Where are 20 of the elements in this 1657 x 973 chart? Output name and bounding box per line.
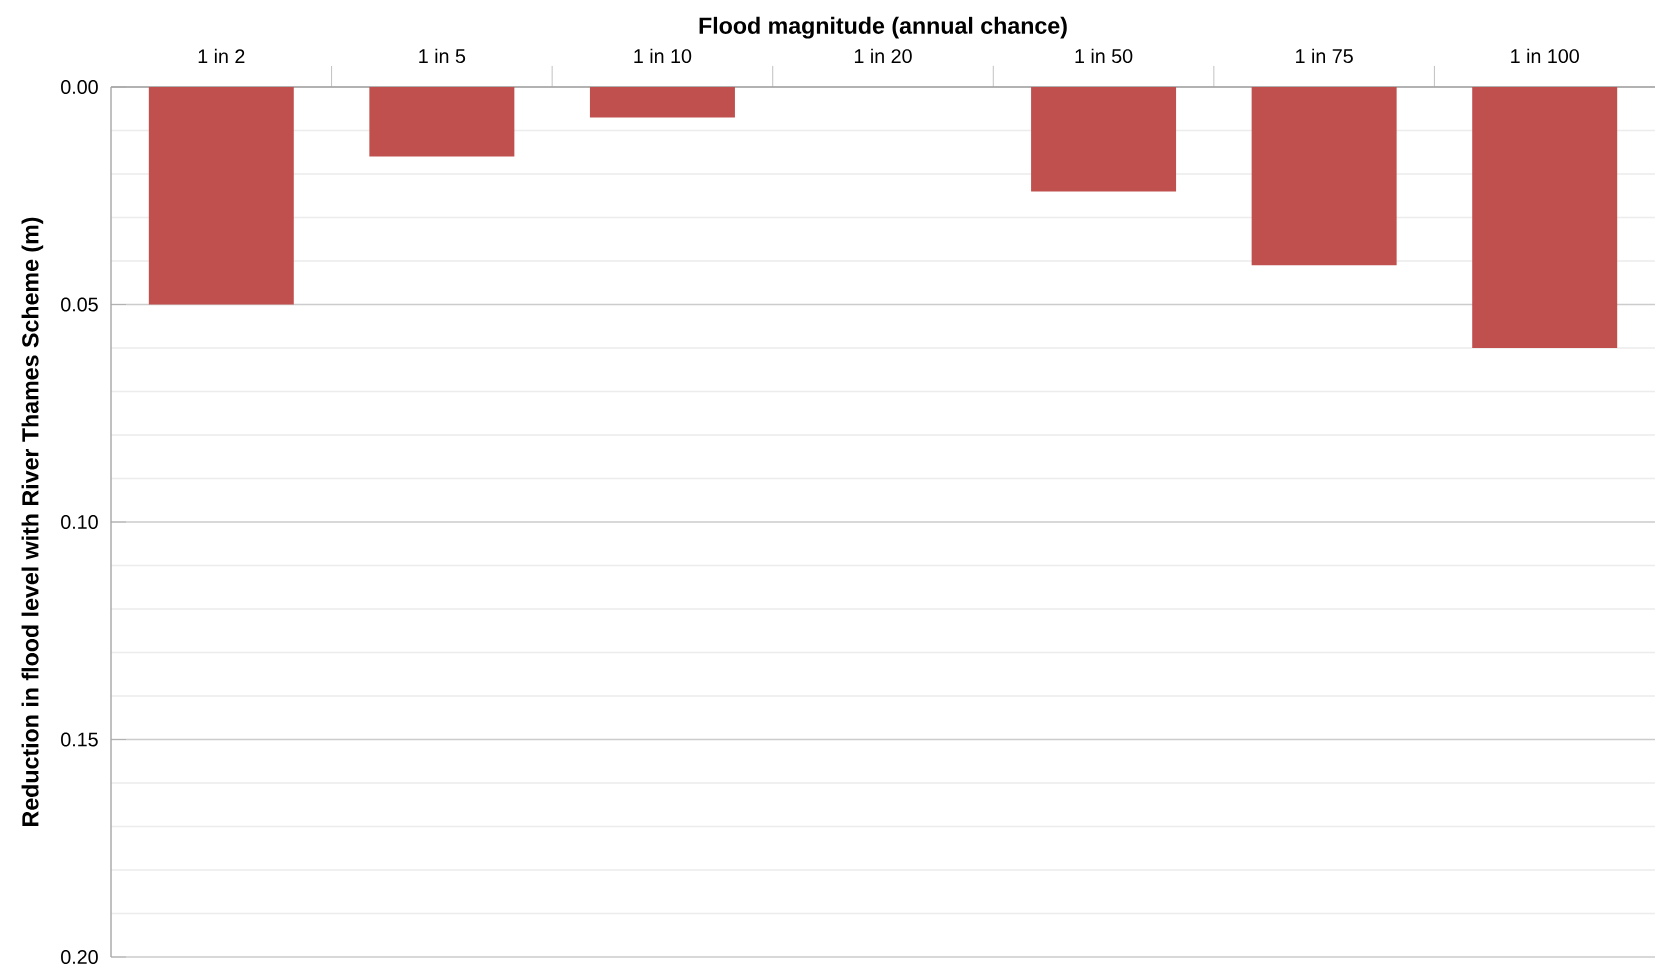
y-tick-label: 0.15 <box>61 732 98 747</box>
bar <box>148 86 294 305</box>
y-tick-label: 0.05 <box>61 297 98 312</box>
bar <box>1031 86 1177 192</box>
bar <box>1251 86 1397 266</box>
x-tick-label: 1 in 10 <box>634 48 692 64</box>
bar <box>589 86 735 118</box>
bar <box>1472 86 1618 349</box>
x-tick-label: 1 in 2 <box>198 48 245 64</box>
bar <box>369 86 515 157</box>
y-tick-label: 0.00 <box>61 80 98 94</box>
x-tick-label: 1 in 75 <box>1296 48 1353 64</box>
y-tick-label: 0.10 <box>61 515 98 529</box>
x-tick-label: 1 in 50 <box>1075 48 1133 64</box>
x-tick-label: 1 in 5 <box>419 48 466 64</box>
x-tick-label: 1 in 20 <box>854 48 912 64</box>
y-axis-title: Reduction in flood level with River Thames Scheme (m) <box>21 217 44 826</box>
x-axis-title: Flood magnitude (annual chance) <box>699 16 1067 39</box>
x-tick-label: 1 in 100 <box>1511 48 1579 64</box>
y-tick-label: 0.20 <box>61 950 98 964</box>
